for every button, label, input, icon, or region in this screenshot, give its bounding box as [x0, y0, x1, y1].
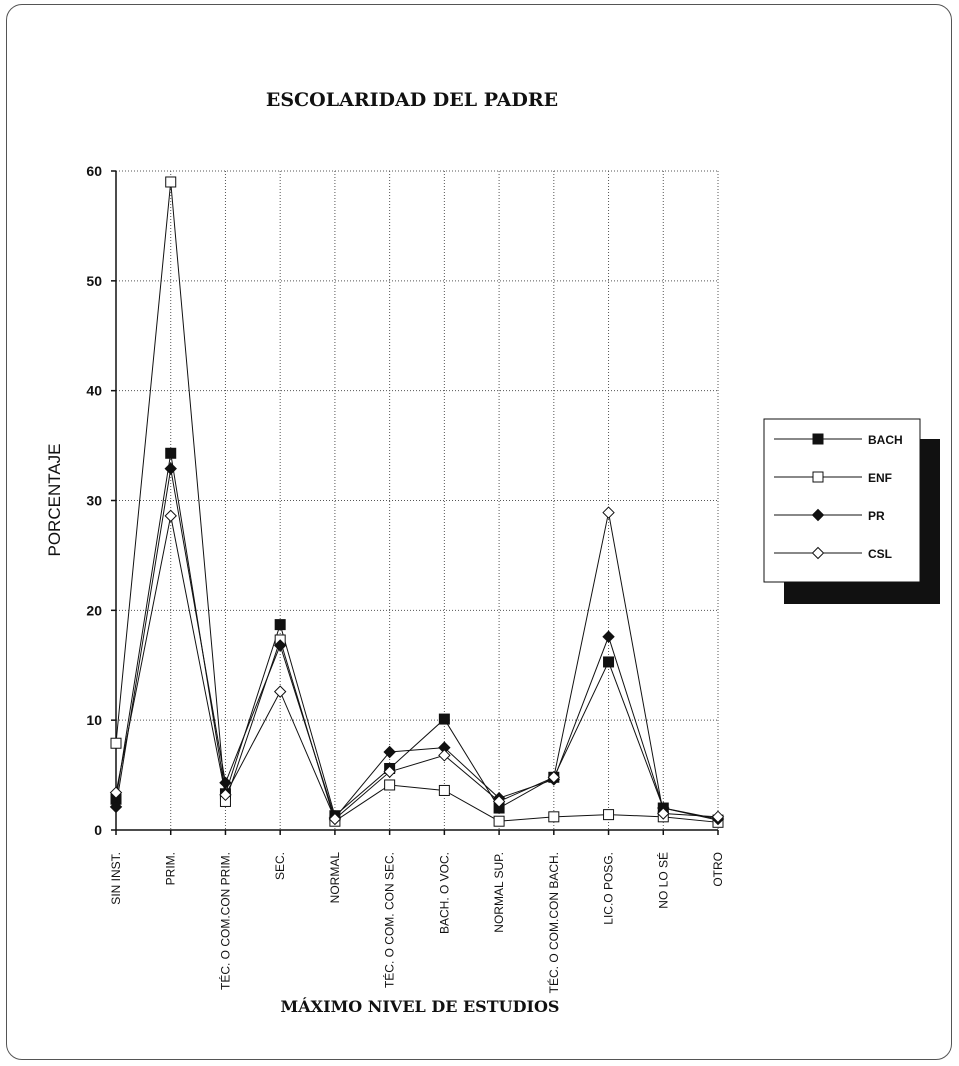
legend-marker: [812, 471, 824, 483]
data-point: [384, 779, 396, 791]
x-tick-label: NO LO SÉ: [655, 852, 670, 909]
legend-box: [763, 418, 921, 583]
x-tick-label: SIN INST.: [109, 852, 123, 905]
legend-label: BACH: [868, 433, 903, 447]
data-point: [548, 811, 560, 823]
data-point: [164, 462, 177, 475]
x-tick-label: SEC.: [273, 852, 287, 880]
y-tick-label: 10: [86, 712, 102, 728]
x-tick-label: OTRO: [711, 852, 725, 887]
data-point: [109, 800, 123, 814]
data-point: [602, 630, 615, 643]
x-tick-label: NORMAL: [328, 852, 342, 904]
data-point: [438, 784, 450, 796]
series-line: [115, 453, 719, 821]
data-point: [165, 447, 177, 459]
legend-marker: [812, 433, 824, 445]
data-point: [603, 809, 615, 821]
data-point: [219, 788, 232, 802]
y-tick-labels: 0 10 20 30 40 50 60: [86, 163, 102, 838]
data-point: [110, 737, 122, 749]
data-point: [547, 771, 561, 784]
x-tick-label: TÉC. O COM.CON BACH.: [546, 852, 561, 993]
data-point: [657, 807, 670, 820]
chart-title: ESCOLARIDAD DEL PADRE: [266, 89, 558, 111]
data-point: [273, 639, 287, 652]
data-point: [383, 745, 396, 759]
axes: [111, 170, 719, 835]
data-point: [274, 619, 286, 631]
x-tick-label: LIC.O POSG.: [602, 852, 616, 925]
legend: BACH ENF PR CSL: [763, 418, 940, 604]
series-enf: [110, 176, 724, 828]
y-tick-label: 50: [86, 273, 102, 289]
grid: [116, 170, 719, 830]
data-point: [438, 713, 450, 725]
data-point: [383, 765, 396, 778]
series-line: [115, 512, 719, 820]
x-tick-label: NORMAL SUP.: [492, 852, 506, 933]
data-point: [602, 506, 615, 519]
data-point: [165, 176, 177, 188]
legend-label: CSL: [868, 547, 892, 561]
series-csl: [109, 506, 725, 826]
series-group: [109, 176, 725, 828]
legend-item-pr: PR: [774, 508, 885, 523]
data-point: [603, 656, 615, 668]
data-point: [109, 786, 123, 799]
legend-marker: [811, 546, 825, 560]
data-point: [164, 509, 177, 523]
x-tick-label: PRIM.: [164, 852, 178, 885]
series-line: [115, 468, 719, 820]
data-point: [438, 749, 451, 762]
y-tick-label: 0: [94, 822, 102, 838]
legend-item-csl: CSL: [774, 546, 892, 561]
y-axis-title: PORCENTAJE: [45, 443, 64, 556]
data-point: [493, 815, 505, 827]
legend-label: ENF: [868, 471, 892, 485]
chart-frame: [6, 4, 952, 1060]
series-pr: [109, 462, 725, 826]
x-tick-label: TÉC. O COM. CON SEC.: [382, 852, 397, 988]
legend-label: PR: [868, 509, 885, 523]
x-axis-title: MÁXIMO NIVEL DE ESTUDIOS: [281, 996, 560, 1016]
data-point: [711, 810, 725, 824]
series-line: [115, 181, 719, 823]
x-tick-label: BACH. O VOC.: [437, 852, 451, 934]
data-point: [273, 685, 287, 698]
legend-marker: [811, 508, 825, 522]
y-tick-label: 30: [86, 493, 102, 509]
data-point: [328, 812, 342, 826]
y-tick-label: 60: [86, 163, 102, 179]
x-tick-label: TÉC. O COM.CON PRIM.: [217, 852, 232, 990]
legend-item-bach: BACH: [774, 433, 903, 447]
y-tick-label: 40: [86, 383, 102, 399]
legend-item-enf: ENF: [774, 471, 892, 485]
x-tick-labels: SIN INST. PRIM. TÉC. O COM.CON PRIM. SEC. NO…: [109, 852, 725, 994]
y-tick-label: 20: [86, 602, 102, 618]
data-point: [492, 795, 506, 808]
